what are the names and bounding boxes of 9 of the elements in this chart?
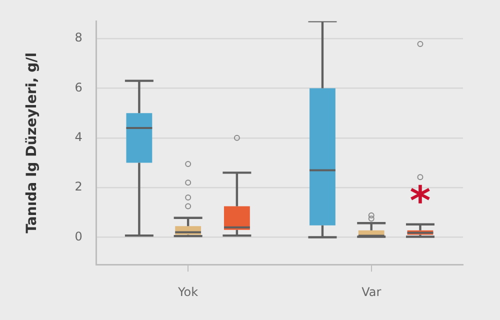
- x-tick-label: Var: [362, 284, 382, 299]
- y-tick-label: 4: [74, 130, 82, 144]
- y-tick-label: 8: [74, 30, 82, 45]
- y-tick-label: 0: [74, 229, 82, 244]
- x-tick-label: Yok: [177, 284, 198, 299]
- y-tick-label: 6: [74, 80, 82, 94]
- annotation: *: [410, 178, 431, 225]
- y-tick-label: 2: [74, 180, 82, 194]
- y-axis-title: Tanıda Ig Düzeyleri, g/l: [24, 52, 40, 234]
